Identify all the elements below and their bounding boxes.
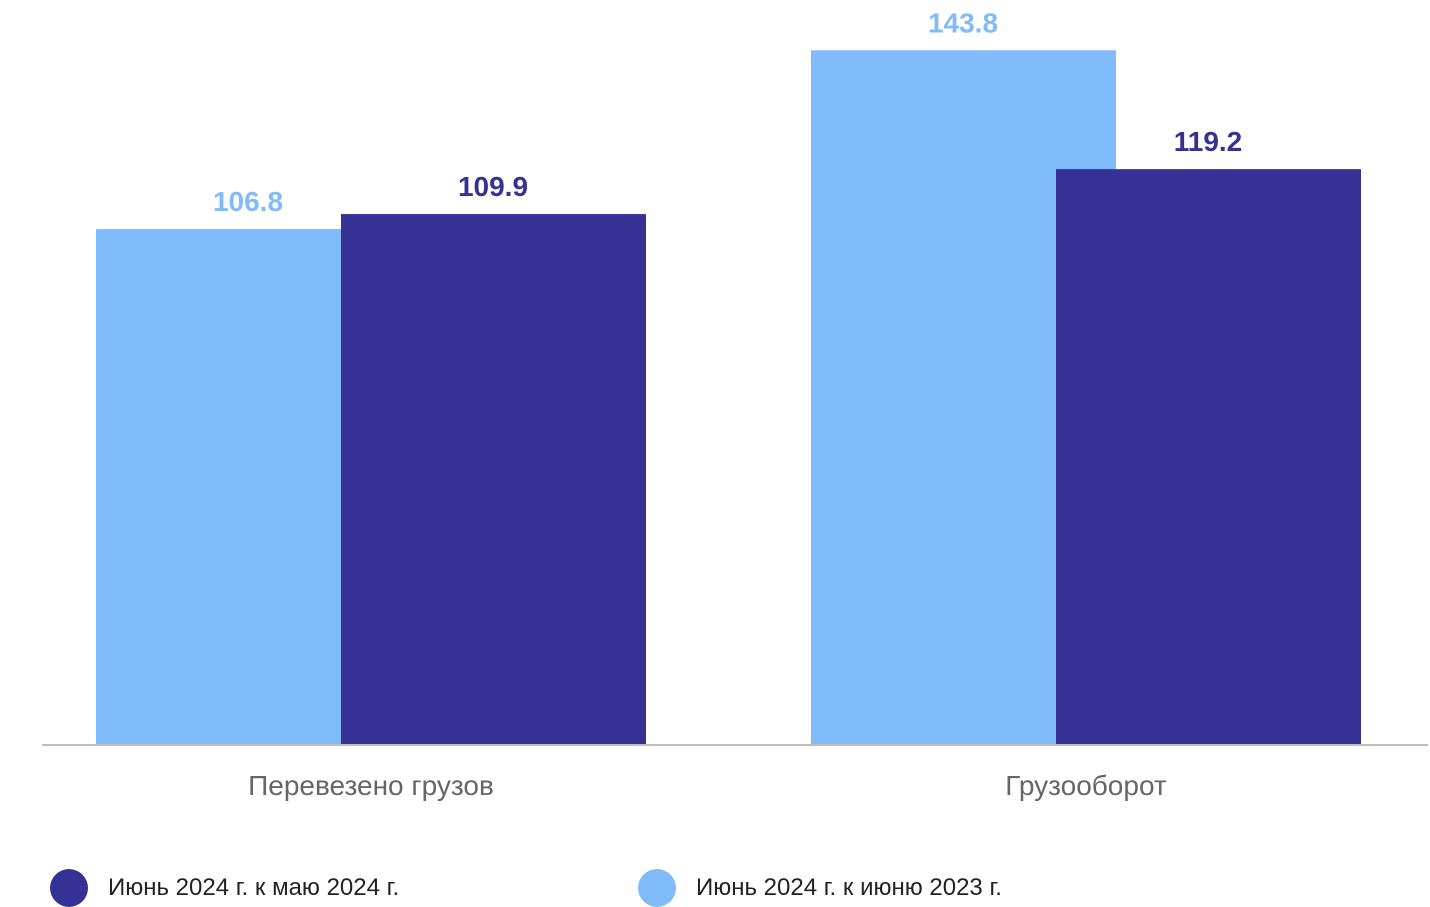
- category-labels-layer: Перевезено грузов Грузооборот: [248, 770, 1167, 801]
- data-label: 143.8: [928, 7, 998, 38]
- data-label: 119.2: [1174, 126, 1243, 157]
- data-label: 106.8: [213, 186, 283, 217]
- bar-chart: 106.8 109.9 143.8 119.2 Перевезено грузов Гр…: [42, 7, 1428, 801]
- data-label: 109.9: [458, 171, 528, 202]
- value-labels-layer: 106.8 109.9 143.8 119.2: [213, 7, 1242, 217]
- legend-label: Июнь 2024 г. к маю 2024 г.: [108, 874, 400, 901]
- category-label: Грузооборот: [1005, 770, 1167, 801]
- bars-layer: [96, 50, 1361, 746]
- circle-marker-icon: [638, 869, 676, 907]
- bar-series-1-perevezeno: [341, 214, 646, 745]
- legend-item-series-1: Июнь 2024 г. к маю 2024 г.: [50, 869, 400, 907]
- circle-marker-icon: [50, 869, 88, 907]
- bar-series-1-gruzooborot: [1056, 169, 1361, 745]
- legend-item-series-0: Июнь 2024 г. к июню 2023 г.: [638, 869, 1002, 907]
- category-label: Перевезено грузов: [248, 770, 494, 801]
- legend: Июнь 2024 г. к маю 2024 г. Июнь 2024 г. …: [0, 869, 1430, 907]
- legend-label: Июнь 2024 г. к июню 2023 г.: [696, 874, 1002, 901]
